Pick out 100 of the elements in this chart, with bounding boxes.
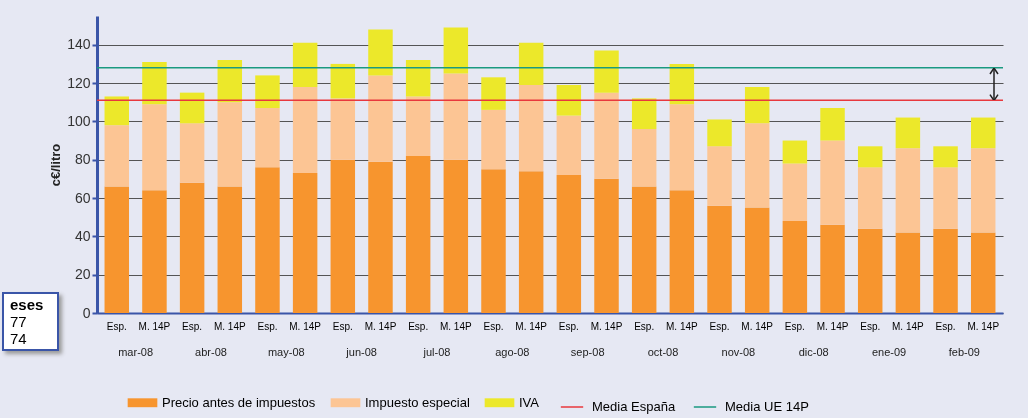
x-tick-label: Esp.	[935, 320, 956, 332]
bar	[518, 42, 544, 85]
x-tick-label: M. 14P	[666, 320, 699, 332]
bar	[970, 117, 996, 149]
bar	[330, 98, 356, 160]
bar	[255, 75, 280, 108]
text: may-08	[267, 346, 305, 358]
bar	[744, 86, 770, 124]
x-tick-label: M. 14P	[515, 320, 548, 332]
text: abr-08	[195, 346, 227, 358]
legend-label: IVA	[519, 394, 540, 410]
bar	[405, 96, 431, 156]
bar	[330, 159, 356, 313]
bar	[895, 117, 921, 149]
bar	[142, 190, 167, 313]
y-tick-label: 100	[67, 112, 91, 129]
y-tick-label: 140	[67, 36, 91, 53]
bar	[443, 27, 469, 74]
bar	[631, 186, 657, 313]
bar	[669, 63, 695, 105]
legend-label: Impuesto especial	[365, 394, 470, 410]
x-tick-label: Esp.	[182, 320, 203, 332]
x-tick-label: M. 14P	[439, 320, 472, 332]
y-tick-label: 80	[74, 151, 91, 168]
bar	[782, 163, 808, 222]
y-axis-title: c€/litro	[48, 143, 64, 187]
bar	[669, 190, 695, 313]
x-tick-label: Esp.	[784, 320, 805, 332]
bar	[292, 173, 318, 313]
bar	[594, 92, 619, 179]
x-tick-label: Esp.	[860, 320, 881, 332]
x-tick-label: M. 14P	[289, 320, 322, 332]
x-tick-label: M. 14P	[816, 320, 849, 332]
y-tick-label: 0	[82, 304, 91, 321]
bar	[217, 186, 243, 313]
bar	[820, 140, 845, 225]
x-tick-label: M. 14P	[967, 320, 1000, 332]
bar	[857, 228, 883, 313]
bar	[179, 123, 205, 183]
bar	[895, 148, 921, 233]
x-tick-label: M. 14P	[741, 320, 774, 332]
bar	[707, 146, 732, 206]
bar	[933, 228, 958, 313]
x-tick-label: Esp.	[106, 320, 127, 332]
y-tick-label: 40	[74, 227, 91, 244]
bar	[443, 73, 469, 160]
bar	[255, 167, 280, 313]
bar	[443, 159, 469, 313]
bar	[104, 125, 130, 187]
legend-label: Precio antes de impuestos	[162, 394, 316, 410]
x-tick-label: Esp.	[709, 320, 730, 332]
y-tick-label: 60	[74, 189, 91, 206]
bar	[481, 169, 506, 313]
bar	[631, 98, 657, 130]
x-tick-label: M. 14P	[590, 320, 623, 332]
text: ago-08	[495, 346, 530, 358]
bar	[405, 60, 431, 97]
info-box: eses 77 74	[2, 292, 60, 351]
x-tick-label: Esp.	[332, 320, 353, 332]
bar	[368, 75, 393, 162]
bar	[142, 104, 167, 191]
bar	[405, 155, 431, 313]
bar	[857, 167, 883, 229]
text: jul-08	[422, 346, 451, 358]
bar	[142, 61, 167, 105]
x-tick-label: Esp.	[483, 320, 504, 332]
text: mar-08	[118, 346, 154, 358]
bar	[782, 221, 808, 313]
bar	[744, 123, 770, 208]
bar	[970, 232, 996, 313]
bar	[782, 140, 808, 164]
y-tick-label: 120	[67, 74, 91, 91]
bar	[895, 232, 921, 313]
text: ene-09	[871, 346, 907, 358]
bar	[631, 129, 657, 187]
x-tick-label: Esp.	[257, 320, 278, 332]
bar	[217, 60, 243, 103]
bar	[292, 42, 318, 87]
bar	[820, 224, 845, 313]
bar	[104, 96, 130, 126]
bar	[594, 178, 619, 313]
bar	[669, 104, 695, 191]
bar	[104, 186, 130, 313]
bar	[556, 115, 582, 176]
bar	[933, 146, 958, 168]
text: dic-08	[798, 346, 829, 358]
legend-label: Media España	[592, 399, 676, 414]
bar	[255, 107, 280, 168]
text: feb-09	[948, 346, 980, 358]
bar	[518, 171, 544, 313]
x-tick-label: M. 14P	[892, 320, 925, 332]
x-tick-label: M. 14P	[138, 320, 171, 332]
bar	[970, 148, 996, 233]
x-tick-label: M. 14P	[213, 320, 246, 332]
bar	[481, 77, 506, 110]
bar	[707, 205, 732, 313]
x-tick-label: Esp.	[634, 320, 655, 332]
text: nov-08	[721, 346, 756, 358]
bar	[594, 50, 619, 93]
x-tick-label: Esp.	[408, 320, 429, 332]
